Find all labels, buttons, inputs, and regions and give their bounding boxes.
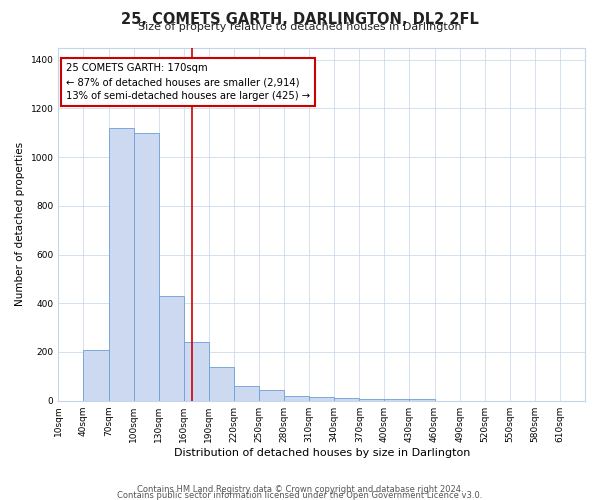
Bar	[259, 390, 284, 400]
Bar	[334, 398, 359, 400]
Text: Contains HM Land Registry data © Crown copyright and database right 2024.: Contains HM Land Registry data © Crown c…	[137, 485, 463, 494]
Bar	[134, 133, 159, 400]
Bar	[234, 386, 259, 400]
Bar	[109, 128, 134, 400]
Y-axis label: Number of detached properties: Number of detached properties	[15, 142, 25, 306]
Bar	[359, 399, 385, 400]
Text: 25 COMETS GARTH: 170sqm
← 87% of detached houses are smaller (2,914)
13% of semi: 25 COMETS GARTH: 170sqm ← 87% of detache…	[67, 64, 310, 102]
Text: 25, COMETS GARTH, DARLINGTON, DL2 2FL: 25, COMETS GARTH, DARLINGTON, DL2 2FL	[121, 12, 479, 28]
Bar	[159, 296, 184, 401]
Bar	[184, 342, 209, 400]
Bar	[284, 396, 309, 400]
Bar	[83, 350, 109, 401]
X-axis label: Distribution of detached houses by size in Darlington: Distribution of detached houses by size …	[173, 448, 470, 458]
Bar	[309, 397, 334, 400]
Text: Contains public sector information licensed under the Open Government Licence v3: Contains public sector information licen…	[118, 490, 482, 500]
Bar	[209, 366, 234, 400]
Text: Size of property relative to detached houses in Darlington: Size of property relative to detached ho…	[138, 22, 462, 32]
